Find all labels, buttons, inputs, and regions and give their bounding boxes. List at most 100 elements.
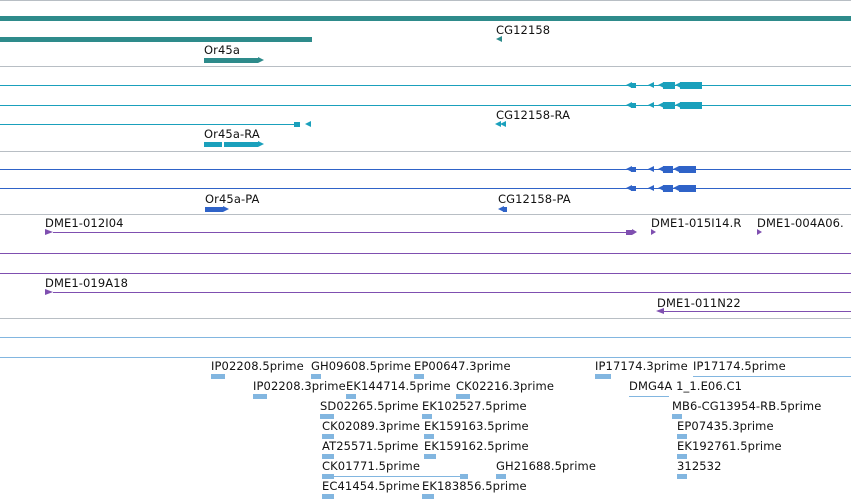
clone-label-dme1-015i14[interactable]: DME1-015I14.R <box>651 216 742 230</box>
est-line[interactable] <box>0 337 851 338</box>
strand-arrow-left-icon[interactable] <box>500 121 506 127</box>
clone-end-block[interactable] <box>626 230 632 235</box>
strand-arrow-left-icon[interactable] <box>658 166 664 172</box>
est-label[interactable]: CK01771.5prime <box>322 459 421 473</box>
protein-line[interactable] <box>0 188 851 189</box>
est-label[interactable]: IP17174.5prime <box>693 359 786 373</box>
strand-arrow-left-icon[interactable] <box>498 206 504 212</box>
est-block[interactable] <box>211 374 225 379</box>
est-label[interactable]: EP00647.3prime <box>414 359 511 373</box>
strand-arrow-left-icon[interactable] <box>673 185 679 191</box>
est-block[interactable] <box>677 474 687 479</box>
est-block[interactable] <box>422 494 434 499</box>
est-label[interactable]: CK02216.3prime <box>456 379 555 393</box>
est-line[interactable] <box>0 357 851 358</box>
est-label[interactable]: EK102527.5prime <box>422 399 527 413</box>
clone-line[interactable] <box>664 311 851 312</box>
clone-line[interactable] <box>53 232 626 233</box>
est-label[interactable]: EP07435.3prime <box>677 419 774 433</box>
est-label[interactable]: EK144714.5prime <box>346 379 451 393</box>
est-block[interactable] <box>422 414 432 419</box>
exon-block[interactable] <box>663 102 675 109</box>
est-label[interactable]: IP02208.3prime <box>253 379 346 393</box>
est-label[interactable]: AT25571.5prime <box>322 439 419 453</box>
strand-arrow-left-icon[interactable] <box>626 166 632 172</box>
gene-span-bar[interactable] <box>0 16 851 21</box>
strand-arrow-left-icon[interactable] <box>648 166 654 172</box>
exon-block[interactable] <box>631 103 636 108</box>
clone-label-dme1-004a06[interactable]: DME1-004A06. <box>757 216 844 230</box>
strand-arrow-left-icon[interactable] <box>675 82 681 88</box>
cds-block[interactable] <box>679 185 696 192</box>
est-block[interactable] <box>322 434 334 439</box>
est-label[interactable]: EK159163.5prime <box>424 419 529 433</box>
strand-arrow-left-icon[interactable] <box>658 185 664 191</box>
mrna-label-or45a-ra[interactable]: Or45a-RA <box>204 127 260 141</box>
est-label[interactable]: EC41454.5prime <box>322 479 420 493</box>
est-label[interactable]: EK159162.5prime <box>424 439 529 453</box>
est-block[interactable] <box>496 474 506 479</box>
clone-line[interactable] <box>53 292 851 293</box>
est-block[interactable] <box>320 414 334 419</box>
clone-label-dme1-011n22[interactable]: DME1-011N22 <box>657 296 741 310</box>
est-block[interactable] <box>311 374 321 379</box>
cds-block[interactable] <box>631 186 636 191</box>
clone-label-dme1-019a18[interactable]: DME1-019A18 <box>45 276 129 290</box>
transcript-line[interactable] <box>0 124 300 125</box>
gene-span-bar-left[interactable] <box>0 37 312 42</box>
est-block[interactable] <box>677 454 687 459</box>
cds-block[interactable] <box>205 207 219 212</box>
est-block[interactable] <box>322 474 334 479</box>
est-block[interactable] <box>595 374 611 379</box>
est-block[interactable] <box>460 474 468 479</box>
mrna-label-cg12158-ra[interactable]: CG12158-RA <box>496 108 571 122</box>
est-block[interactable] <box>414 374 424 379</box>
est-line[interactable] <box>693 376 851 377</box>
cds-block[interactable] <box>631 167 636 172</box>
strand-arrow-left-icon[interactable] <box>658 82 664 88</box>
protein-line[interactable] <box>0 169 851 170</box>
est-block[interactable] <box>424 434 434 439</box>
strand-arrow-left-icon[interactable] <box>495 121 501 127</box>
clone-label-dme1-012i04[interactable]: DME1-012I04 <box>45 216 124 230</box>
strand-arrow-left-icon[interactable] <box>648 82 654 88</box>
exon-block[interactable] <box>663 82 675 89</box>
est-label[interactable]: GH21688.5prime <box>496 459 597 473</box>
est-block[interactable] <box>672 414 682 419</box>
cds-block[interactable] <box>679 166 696 173</box>
est-label[interactable]: 312532 <box>677 459 722 473</box>
transcript-line[interactable] <box>0 105 851 106</box>
est-label[interactable]: DMG4A 1_1.E06.C1 <box>629 379 743 393</box>
exon-block[interactable] <box>204 142 222 147</box>
cds-block[interactable] <box>219 207 223 212</box>
est-line[interactable] <box>334 476 460 477</box>
clone-line[interactable] <box>0 253 851 254</box>
cds-block[interactable] <box>503 207 507 212</box>
est-block[interactable] <box>424 454 436 459</box>
est-line[interactable] <box>629 396 669 397</box>
est-label[interactable]: MB6-CG13954-RB.5prime <box>672 399 822 413</box>
strand-arrow-left-icon[interactable] <box>626 82 632 88</box>
clone-end-arrow-icon[interactable] <box>757 229 762 235</box>
strand-arrow-left-icon[interactable] <box>673 166 679 172</box>
cds-block[interactable] <box>663 185 673 192</box>
protein-label-or45a-pa[interactable]: Or45a-PA <box>205 192 260 206</box>
strand-arrow-left-icon[interactable] <box>626 185 632 191</box>
est-label[interactable]: EK183856.5prime <box>422 479 527 493</box>
strand-arrow-left-icon[interactable] <box>658 102 664 108</box>
est-label[interactable]: EK192761.5prime <box>677 439 782 453</box>
strand-arrow-left-icon[interactable] <box>626 102 632 108</box>
est-label[interactable]: IP17174.3prime <box>595 359 688 373</box>
strand-arrow-left-icon[interactable] <box>648 102 654 108</box>
transcript-line[interactable] <box>0 85 851 86</box>
strand-arrow-left-icon[interactable] <box>675 102 681 108</box>
cds-block[interactable] <box>663 166 673 173</box>
gene-label-cg12158[interactable]: CG12158 <box>496 23 551 37</box>
est-label[interactable]: CK02089.3prime <box>322 419 421 433</box>
est-block[interactable] <box>677 434 687 439</box>
strand-arrow-left-icon[interactable] <box>648 185 654 191</box>
exon-block[interactable] <box>631 83 636 88</box>
est-label[interactable]: IP02208.5prime <box>211 359 304 373</box>
exon-block[interactable] <box>294 122 300 127</box>
est-label[interactable]: GH09608.5prime <box>311 359 412 373</box>
